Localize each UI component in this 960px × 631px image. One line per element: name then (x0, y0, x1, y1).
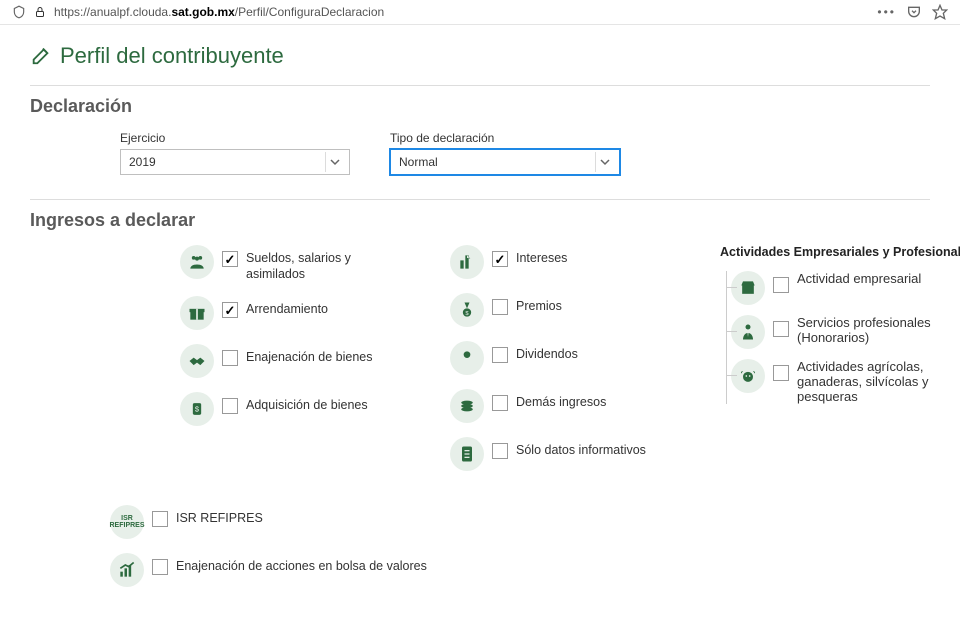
ingreso-label: Premios (516, 293, 562, 315)
checkbox[interactable] (773, 365, 789, 381)
checkbox[interactable] (492, 347, 508, 363)
checkbox[interactable] (492, 443, 508, 459)
ingreso-label: Enajenación de acciones en bolsa de valo… (176, 553, 427, 575)
coins-icon (450, 389, 484, 423)
interest-icon (450, 245, 484, 279)
checkbox[interactable] (222, 350, 238, 366)
ingreso-label: Servicios profesionales (Honorarios) (797, 315, 937, 345)
tipo-select[interactable]: Normal (390, 149, 620, 175)
page-title-row: Perfil del contribuyente (30, 43, 930, 69)
chevron-down-icon (595, 152, 613, 172)
ingreso-label: Actividades agrícolas, ganaderas, silvíc… (797, 359, 937, 404)
checkbox[interactable] (773, 321, 789, 337)
ingreso-item: $ Adquisición de bienes (180, 392, 410, 426)
ejercicio-select[interactable]: 2019 (120, 149, 350, 175)
ingresos-columns: Sueldos, salarios y asimilados Arrendami… (30, 245, 930, 485)
checkbox[interactable] (222, 302, 238, 318)
ingreso-label: Intereses (516, 245, 567, 267)
cow-icon (731, 359, 765, 393)
group-title: Actividades Empresariales y Profesionale… (720, 245, 960, 261)
declaracion-form: Ejercicio 2019 Tipo de declaración Norma… (30, 131, 930, 185)
people-icon (180, 245, 214, 279)
section-declaracion-title: Declaración (30, 96, 930, 117)
ingreso-item: Sueldos, salarios y asimilados (180, 245, 410, 282)
shop-icon (731, 271, 765, 305)
group-subtree: Actividad empresarial Servicios profesio… (726, 271, 960, 404)
page-title: Perfil del contribuyente (60, 43, 284, 69)
ingresos-col-3: Actividades Empresariales y Profesionale… (720, 245, 960, 485)
prize-icon: $ (450, 293, 484, 327)
checkbox[interactable] (152, 559, 168, 575)
stocks-icon (110, 553, 144, 587)
chevron-down-icon (325, 152, 343, 172)
document-icon (450, 437, 484, 471)
ejercicio-label: Ejercicio (120, 131, 350, 145)
ingresos-col-1: Sueldos, salarios y asimilados Arrendami… (180, 245, 410, 485)
tie-person-icon (731, 315, 765, 349)
ingreso-label: Actividad empresarial (797, 271, 921, 286)
handshake-icon (180, 344, 214, 378)
ingreso-item: Arrendamiento (180, 296, 410, 330)
more-icon[interactable]: ••• (877, 5, 896, 19)
ejercicio-value: 2019 (129, 155, 156, 169)
ingreso-item: ISRREFIPRES ISR REFIPRES (110, 505, 930, 539)
ingresos-col-2: Intereses $ Premios Dividendos (450, 245, 680, 485)
tipo-group: Tipo de declaración Normal (390, 131, 620, 175)
ingreso-label: Arrendamiento (246, 296, 328, 318)
ingreso-item: Actividades agrícolas, ganaderas, silvíc… (731, 359, 960, 404)
divider (30, 199, 930, 200)
browser-url-bar: https://anualpf.clouda.sat.gob.mx/Perfil… (0, 0, 960, 25)
ingreso-item: Actividad empresarial (731, 271, 960, 305)
tipo-label: Tipo de declaración (390, 131, 620, 145)
ingreso-label: Adquisición de bienes (246, 392, 368, 414)
ingreso-item: $ Premios (450, 293, 680, 327)
ingreso-label: Dividendos (516, 341, 578, 363)
ingreso-item: Dividendos (450, 341, 680, 375)
checkbox[interactable] (492, 395, 508, 411)
ingreso-item: Enajenación de acciones en bolsa de valo… (110, 553, 930, 587)
ingreso-label: Sueldos, salarios y asimilados (246, 245, 396, 282)
money-bag-icon: $ (180, 392, 214, 426)
gift-icon (180, 296, 214, 330)
shield-icon (12, 5, 26, 19)
isr-icon: ISRREFIPRES (110, 505, 144, 539)
checkbox[interactable] (222, 251, 238, 267)
checkbox[interactable] (492, 299, 508, 315)
checkbox[interactable] (152, 511, 168, 527)
url-text[interactable]: https://anualpf.clouda.sat.gob.mx/Perfil… (54, 5, 869, 19)
ingreso-item: Demás ingresos (450, 389, 680, 423)
checkbox[interactable] (773, 277, 789, 293)
checkbox[interactable] (222, 398, 238, 414)
divider (30, 85, 930, 86)
ingreso-item: Intereses (450, 245, 680, 279)
tipo-value: Normal (399, 155, 438, 169)
ingreso-item: Sólo datos informativos (450, 437, 680, 471)
ingresos-lower: ISRREFIPRES ISR REFIPRES Enajenación de … (30, 505, 930, 587)
edit-icon (30, 44, 52, 69)
ingreso-label: ISR REFIPRES (176, 505, 263, 527)
ingreso-label: Sólo datos informativos (516, 437, 646, 459)
ingreso-item: Enajenación de bienes (180, 344, 410, 378)
pocket-icon[interactable] (906, 4, 922, 20)
lock-icon (34, 6, 46, 18)
star-icon[interactable] (932, 4, 948, 20)
ingreso-label: Demás ingresos (516, 389, 606, 411)
ingreso-item: Servicios profesionales (Honorarios) (731, 315, 960, 349)
checkbox[interactable] (492, 251, 508, 267)
ingreso-label: Enajenación de bienes (246, 344, 373, 366)
ejercicio-group: Ejercicio 2019 (120, 131, 350, 175)
section-ingresos-title: Ingresos a declarar (30, 210, 930, 231)
dividends-icon (450, 341, 484, 375)
